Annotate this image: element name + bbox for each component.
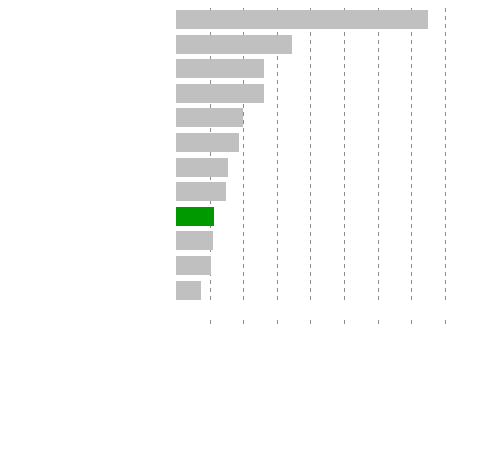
bar-8 bbox=[176, 182, 226, 201]
bars bbox=[176, 10, 428, 300]
bar-1 bbox=[176, 10, 428, 29]
bar-3 bbox=[176, 59, 264, 78]
bar-7 bbox=[176, 158, 228, 177]
bar-10 bbox=[176, 231, 213, 250]
bar-4 bbox=[176, 84, 264, 103]
bar-2 bbox=[176, 35, 292, 54]
bar-12 bbox=[176, 281, 201, 300]
bar-highlighted bbox=[176, 207, 214, 226]
plot-gap bbox=[206, 302, 480, 319]
bar-11 bbox=[176, 256, 211, 275]
grid-lines bbox=[206, 8, 480, 324]
bar-5 bbox=[176, 108, 243, 127]
bar-6 bbox=[176, 133, 239, 152]
